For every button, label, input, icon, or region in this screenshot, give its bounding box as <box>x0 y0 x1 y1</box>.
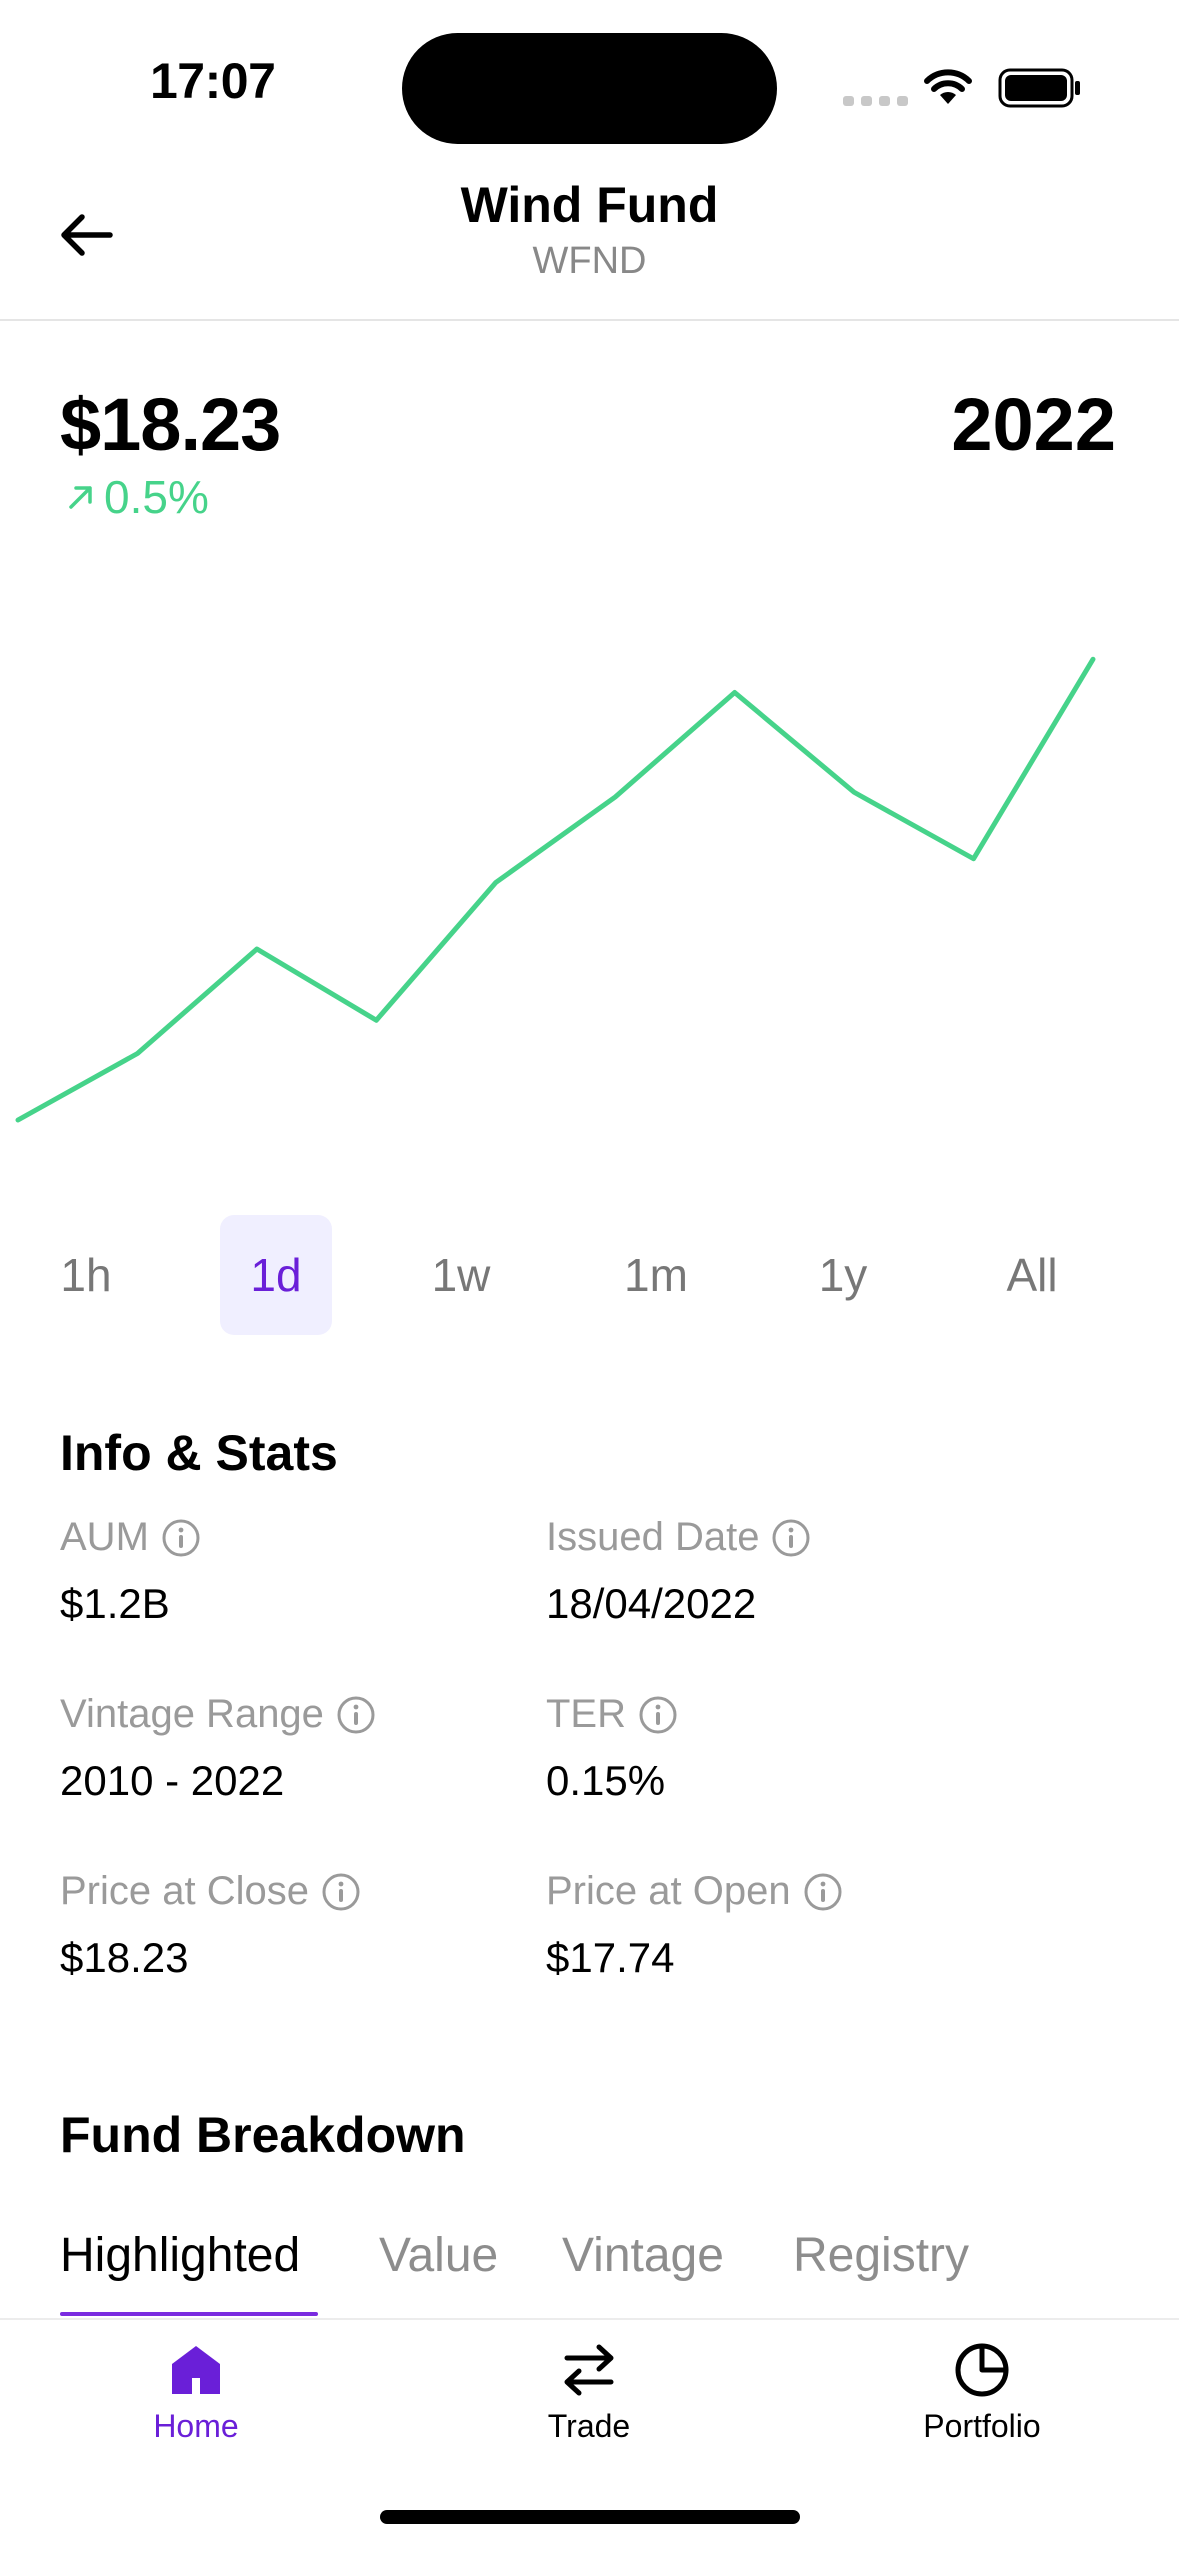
pie-chart-icon <box>955 2343 1009 2397</box>
nav-trade[interactable]: Trade <box>469 2340 709 2445</box>
price-chart[interactable] <box>0 560 1179 1160</box>
swap-arrows-icon <box>564 2344 614 2396</box>
stat-label-text: AUM <box>60 1515 149 1559</box>
info-icon[interactable] <box>321 1872 361 1912</box>
fund-breakdown-title: Fund Breakdown <box>60 2107 466 2163</box>
range-1w[interactable]: 1w <box>431 1249 491 1301</box>
tab-vintage[interactable]: Vintage <box>562 2229 724 2282</box>
stat-label-text: Vintage Range <box>60 1692 324 1736</box>
stat-label-aum: AUM <box>60 1515 201 1560</box>
price-line <box>15 656 1096 1123</box>
stat-label-text: Issued Date <box>546 1515 760 1559</box>
battery-icon <box>998 68 1080 108</box>
fund-title: Wind Fund <box>460 177 719 233</box>
info-icon[interactable] <box>161 1518 201 1558</box>
range-1y[interactable]: 1y <box>818 1249 868 1301</box>
stat-label-price-at-open: Price at Open <box>546 1869 843 1914</box>
range-all[interactable]: All <box>1006 1249 1058 1301</box>
price-change: 0.5% <box>64 470 209 524</box>
info-stats-title: Info & Stats <box>60 1425 338 1481</box>
range-1m[interactable]: 1m <box>624 1249 688 1301</box>
range-1d[interactable]: 1d <box>220 1215 332 1335</box>
home-icon <box>172 2346 220 2394</box>
range-1h[interactable]: 1h <box>60 1249 112 1301</box>
wifi-icon <box>924 69 972 104</box>
nav-portfolio[interactable]: Portfolio <box>862 2340 1102 2445</box>
status-time: 17:07 <box>150 53 276 109</box>
stat-value-price-at-open: $17.74 <box>546 1934 675 1981</box>
stat-label-price-at-close: Price at Close <box>60 1869 361 1914</box>
stat-label-text: Price at Close <box>60 1869 309 1913</box>
stat-value-price-at-close: $18.23 <box>60 1934 189 1981</box>
info-icon[interactable] <box>771 1518 811 1558</box>
arrow-up-right-icon <box>69 486 92 509</box>
signal-dots-icon <box>843 96 908 106</box>
nav-trade-label: Trade <box>547 2408 631 2444</box>
info-icon[interactable] <box>336 1695 376 1735</box>
back-arrow-icon[interactable] <box>56 205 116 265</box>
header-divider <box>0 319 1179 321</box>
active-tab-indicator <box>60 2312 318 2316</box>
price-change-value: 0.5% <box>104 471 209 523</box>
current-price: $18.23 <box>60 383 281 466</box>
tab-value[interactable]: Value <box>379 2229 499 2282</box>
stat-label-vintage-range: Vintage Range <box>60 1692 376 1737</box>
tab-registry[interactable]: Registry <box>793 2229 970 2282</box>
tab-divider <box>0 2318 1179 2320</box>
info-icon[interactable] <box>638 1695 678 1735</box>
stat-label-issued-date: Issued Date <box>546 1515 811 1560</box>
dynamic-island <box>402 33 777 144</box>
stat-value-vintage-range: 2010 - 2022 <box>60 1757 285 1804</box>
stat-label-text: TER <box>546 1692 626 1736</box>
stat-label-ter: TER <box>546 1692 678 1737</box>
time-range-selector: 1h 1d 1w 1m 1y All <box>30 1215 1149 1335</box>
home-indicator <box>380 2510 800 2524</box>
info-icon[interactable] <box>803 1872 843 1912</box>
nav-portfolio-label: Portfolio <box>923 2408 1041 2444</box>
fund-ticker: WFND <box>532 240 647 282</box>
nav-home-label: Home <box>153 2408 239 2444</box>
tab-highlighted[interactable]: Highlighted <box>60 2229 301 2282</box>
stat-value-ter: 0.15% <box>546 1757 666 1804</box>
stat-label-text: Price at Open <box>546 1869 791 1913</box>
nav-home[interactable]: Home <box>76 2340 316 2445</box>
stat-value-aum: $1.2B <box>60 1580 170 1627</box>
chart-year: 2022 <box>951 383 1116 466</box>
stat-value-issued-date: 18/04/2022 <box>546 1580 757 1627</box>
